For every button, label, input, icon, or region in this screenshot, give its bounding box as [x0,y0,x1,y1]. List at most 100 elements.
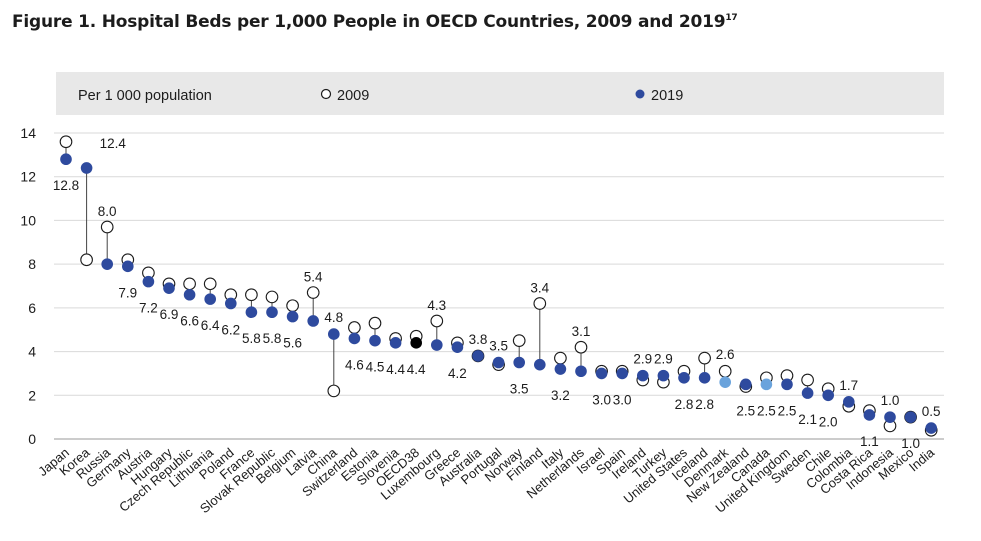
value-label-iceland: 2.8 [695,397,714,412]
value-label-latvia: 5.4 [304,270,323,285]
value-label-oecd38: 4.4 [407,362,426,377]
legend-unit-label: Per 1 000 population [78,88,212,104]
point-2019-greece [451,341,464,354]
point-2019-new-zealand [740,378,752,391]
point-2019-italy [554,363,567,375]
point-2019-sweden [801,387,814,399]
point-2019-japan [60,153,72,166]
point-2009-france [245,288,258,302]
y-tick-label: 4 [28,344,36,360]
legend-2019-marker [635,89,645,99]
value-label-costa-rica: 1.1 [860,434,879,449]
point-2009-china [327,384,341,398]
point-2019-australia [472,350,484,362]
point-2019-united-kingdom [781,378,793,391]
value-label-colombia: 1.7 [839,378,858,393]
value-label-slovenia: 4.4 [386,362,405,377]
point-2019-france [245,306,258,319]
point-2019-colombia [843,396,855,408]
point-2019-belgium [286,310,299,323]
value-label-belgium: 5.6 [283,336,302,351]
value-label-norway: 3.5 [510,382,529,397]
value-label-finland: 3.4 [530,280,549,295]
point-2009-korea [80,253,93,267]
point-2019-hungary [163,282,175,294]
value-label-australia: 3.8 [469,332,488,347]
value-label-canada: 2.5 [757,403,776,418]
point-2009-lithuania [203,277,217,291]
value-label-united-states: 2.8 [675,397,694,412]
point-2019-czech-republic [183,288,196,301]
point-2019-estonia [369,334,381,347]
y-axis-ticks: 0 2 4 6 8 10 12 14 [20,125,36,447]
y-tick-label: 6 [28,300,36,316]
value-label-united-kingdom: 2.5 [778,403,797,418]
value-label-sweden: 2.1 [798,412,817,427]
point-2019-norway [513,356,525,369]
point-2019-netherlands [575,365,587,378]
point-2019-poland [225,297,237,310]
point-2019-indonesia [884,411,896,423]
value-label-russia: 8.0 [98,204,117,219]
point-2019-germany [122,260,134,273]
point-2019-denmark [719,376,731,388]
point-2019-ireland [637,369,649,382]
legend-2009-marker [320,88,332,100]
value-label-lithuania: 6.4 [201,318,220,333]
point-2009-norway [512,334,526,347]
point-2019-oecd38 [410,337,423,349]
figure-title-text: Figure 1. Hospital Beds per 1,000 People… [12,12,726,32]
value-label-spain: 3.0 [613,392,632,407]
value-label-japan: 12.8 [53,178,79,193]
point-2019-lithuania [204,293,216,305]
y-tick-label: 12 [20,169,36,185]
point-2019-luxembourg [431,339,443,351]
point-2009-latvia [306,286,320,299]
y-tick-label: 10 [20,212,36,228]
value-label-switzerland: 4.6 [345,357,364,372]
point-2009-luxembourg [430,314,444,328]
legend-background [56,72,944,115]
value-label-korea: 12.4 [100,136,127,151]
value-label-israel: 3.0 [592,392,611,407]
point-2009-czech-republic [183,277,196,291]
point-2009-netherlands [574,340,588,354]
value-label-china: 4.8 [324,310,343,325]
value-label-new-zealand: 2.5 [736,403,755,418]
point-2009-switzerland [348,321,361,334]
point-2019-israel [595,367,608,380]
value-label-czech-republic: 6.6 [180,314,199,329]
value-label-denmark: 2.6 [716,347,735,362]
point-2019-china [328,328,340,340]
value-label-france: 5.8 [242,331,261,346]
value-label-portugal: 3.5 [489,339,508,354]
value-label-mexico: 1.0 [901,436,920,451]
point-2019-slovenia [389,337,402,349]
legend-2009-label: 2009 [337,88,369,104]
point-2019-costa-rica [863,409,876,421]
point-2019-mexico [904,411,917,423]
point-2019-iceland [698,372,711,384]
value-label-estonia: 4.5 [366,360,385,375]
y-tick-label: 0 [28,431,36,447]
value-labels: 12.812.48.07.97.2 6.9 6.6 6.4 6.25.8 5.8 5.65.… [53,136,941,451]
point-2019-spain [616,367,628,380]
value-label-hungary: 6.9 [160,307,179,322]
point-2009-russia [100,220,114,234]
point-2019-india [925,422,937,434]
connector-lines [65,141,932,431]
value-label-italy: 3.2 [551,388,570,403]
y-tick-label: 14 [20,125,36,141]
value-label-austria: 7.2 [139,301,158,316]
x-axis-labels: JapanKoreaRussiaGermanyAustriaHungaryCze… [35,444,938,516]
value-label-ireland: 2.9 [633,352,652,367]
y-tick-label: 2 [28,387,36,403]
value-label-chile: 2.0 [819,414,838,429]
value-label-netherlands: 3.1 [572,324,591,339]
figure-title: Figure 1. Hospital Beds per 1,000 People… [12,12,738,32]
point-2019-switzerland [348,332,361,345]
point-2019-canada [760,378,773,391]
point-2009-estonia [368,316,382,330]
grid-lines [54,132,944,440]
point-2019-russia [101,258,113,270]
